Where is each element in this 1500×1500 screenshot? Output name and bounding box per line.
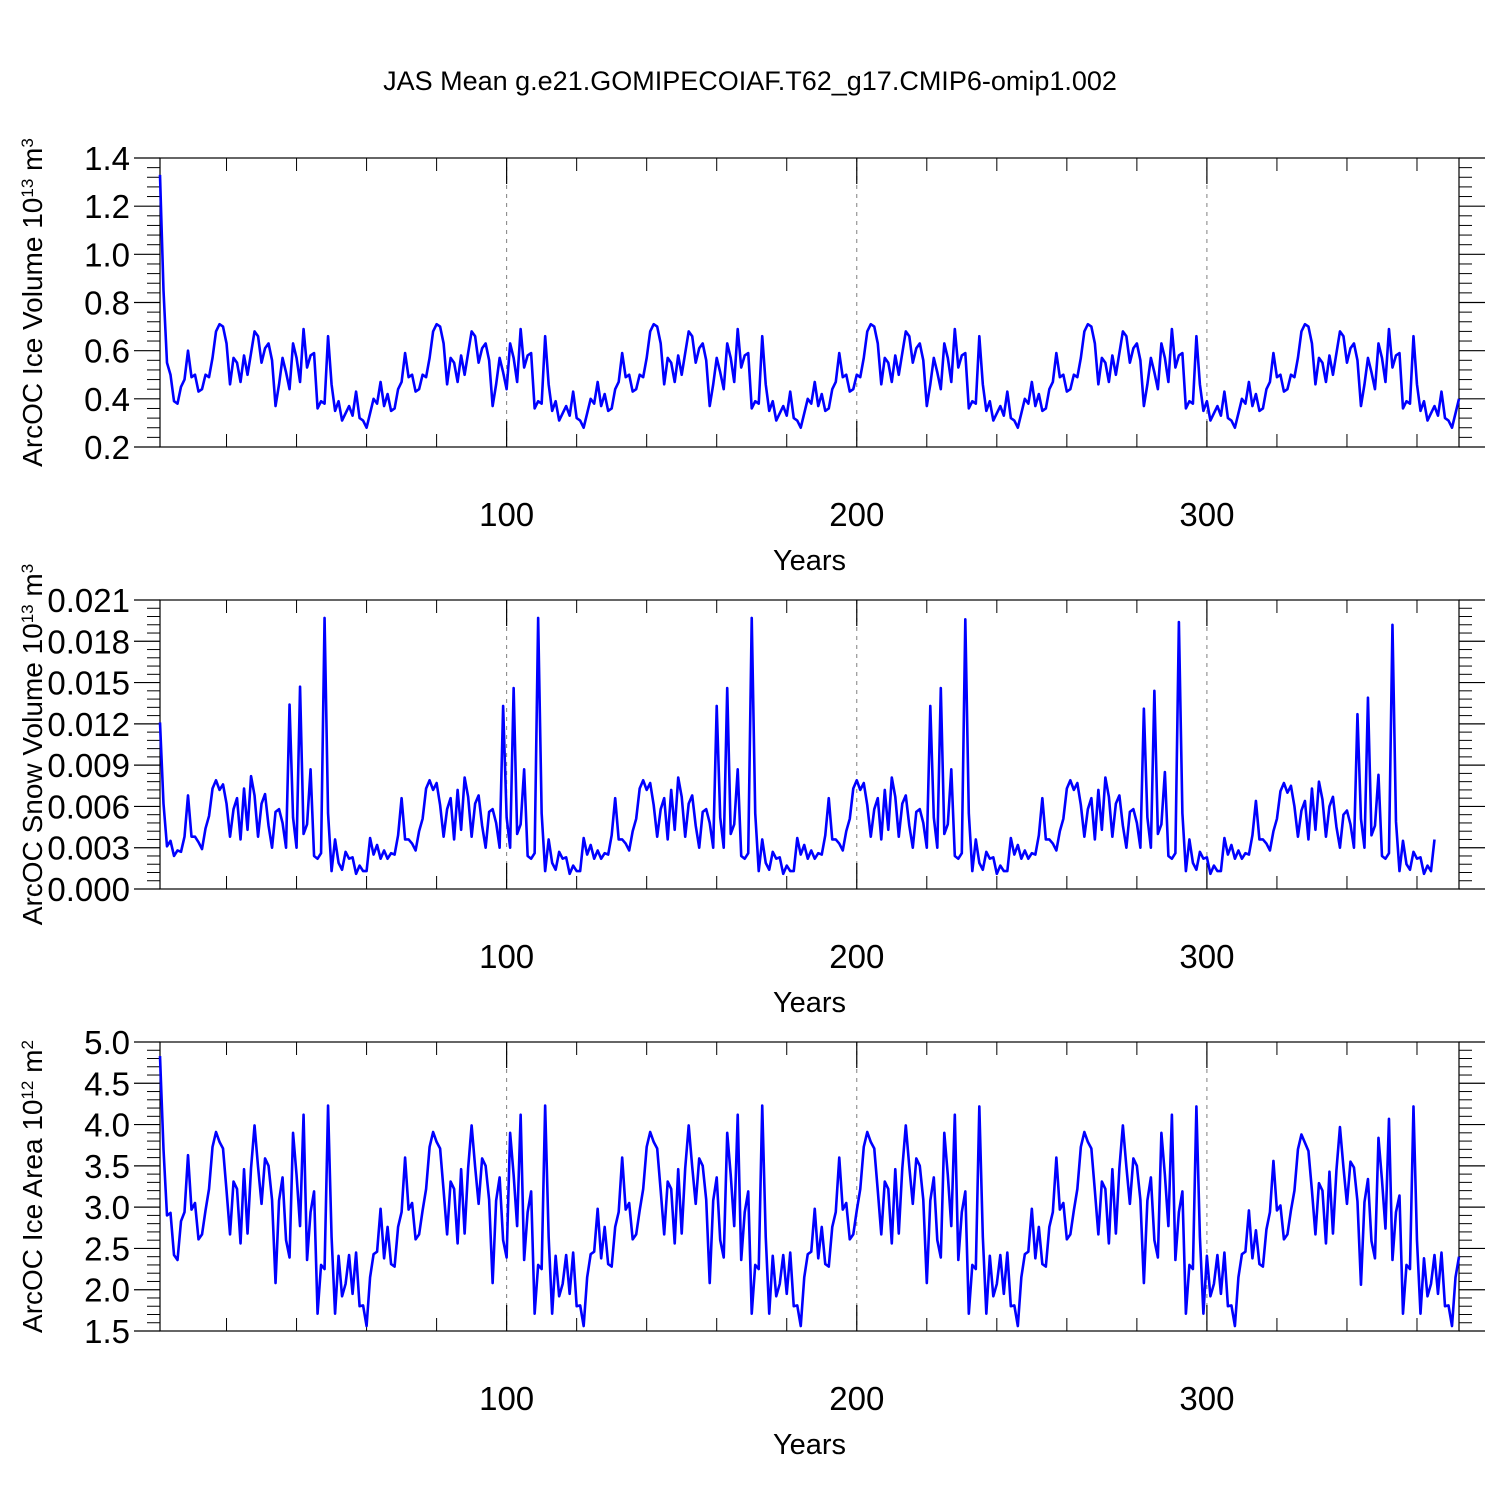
ice-area-x-tick-label: 100 <box>479 1380 534 1417</box>
ice-area-y-tick-label: 5.0 <box>84 1024 130 1061</box>
ice-volume-series-line <box>158 174 1461 430</box>
snow-volume-y-tick-label: 0.006 <box>47 788 130 825</box>
snow-volume-x-tick-label: 100 <box>479 938 534 975</box>
ice-area-y-tick-label: 4.5 <box>84 1065 130 1102</box>
ice-volume-x-tick-label: 300 <box>1179 496 1234 533</box>
snow-volume-y-tick-label: 0.000 <box>47 871 130 908</box>
snow-volume-y-tick-label: 0.021 <box>47 582 130 619</box>
snow-volume-y-axis-label: ArcOC Snow Volume 1013 m3 <box>17 564 48 925</box>
snow-volume-panel: 100 200 300 0.000 0.003 0.006 0.009 0.012 0.015 0… <box>17 564 1485 1019</box>
ice-area-y-tick-label: 3.0 <box>84 1189 130 1226</box>
ice-area-x-tick-label: 200 <box>829 1380 884 1417</box>
snow-volume-y-tick-label: 0.009 <box>47 747 130 784</box>
ice-volume-x-tick-label: 200 <box>829 496 884 533</box>
ice-volume-y-tick-label: 0.4 <box>84 381 130 418</box>
ice-volume-y-axis-label: ArcOC Ice Volume 1013 m3 <box>17 138 48 467</box>
snow-volume-y-tick-label: 0.003 <box>47 830 130 867</box>
ice-volume-panel: 100 200 300 0.2 0.4 0.6 0.8 1.0 1.2 1.4 Years ArcOC… <box>17 138 1485 577</box>
ice-volume-y-tick-label: 1.4 <box>84 140 130 177</box>
snow-volume-series-line <box>158 616 1436 876</box>
snow-volume-y-tick-label: 0.018 <box>47 623 130 660</box>
snow-volume-x-tick-label: 200 <box>829 938 884 975</box>
ice-volume-y-tick-label: 0.2 <box>84 429 130 466</box>
ice-volume-y-axis-label-ylabel-unit: m <box>17 148 48 179</box>
ice-volume-x-tick-label: 100 <box>479 496 534 533</box>
ice-area-y-tick-label: 2.5 <box>84 1230 130 1267</box>
ice-area-y-axis-label: ArcOC Ice Area 1012 m2 <box>17 1040 48 1333</box>
ice-volume-y-axis-label-ylabel-exp: 13 <box>18 179 37 198</box>
snow-volume-y-axis-label-ylabel-main: ArcOC Snow Volume 10 <box>17 623 48 925</box>
ice-volume-y-tick-label: 0.6 <box>84 333 130 370</box>
ice-area-plot-frame <box>159 1041 1460 1332</box>
snow-volume-y-axis-label-ylabel-unit: m <box>17 573 48 604</box>
ice-area-x-tick-label: 300 <box>1179 1380 1234 1417</box>
ice-volume-y-axis-label-ylabel-unit-exp: 3 <box>18 138 37 147</box>
ice-volume-y-axis-label-ylabel-main: ArcOC Ice Volume 10 <box>17 198 48 467</box>
ice-area-y-axis-label-ylabel-exp: 12 <box>18 1081 37 1100</box>
ice-area-series-line <box>158 1055 1461 1328</box>
ice-area-panel: 100 200 300 1.5 2.0 2.5 3.0 3.5 4.0 4.5 5.0 Years Ar… <box>17 1024 1485 1461</box>
ice-volume-x-axis-label: Years <box>773 545 846 577</box>
ice-area-y-tick-label: 2.0 <box>84 1272 130 1309</box>
ice-area-y-tick-label: 4.0 <box>84 1107 130 1144</box>
ice-volume-y-tick-label: 0.8 <box>84 285 130 322</box>
snow-volume-y-tick-label: 0.015 <box>47 665 130 702</box>
figure-title: JAS Mean g.e21.GOMIPECOIAF.T62_g17.CMIP6… <box>383 66 1117 96</box>
ice-area-y-axis-label-ylabel-main: ArcOC Ice Area 10 <box>17 1100 48 1333</box>
snow-volume-x-tick-label: 300 <box>1179 938 1234 975</box>
ice-area-y-axis-label-ylabel-unit: m <box>17 1050 48 1081</box>
chart-panels: 100 200 300 0.2 0.4 0.6 0.8 1.0 1.2 1.4 Years ArcOC… <box>17 138 1485 1461</box>
ice-area-y-tick-label: 3.5 <box>84 1148 130 1185</box>
snow-volume-x-axis-label: Years <box>773 987 846 1019</box>
ice-volume-y-tick-label: 1.2 <box>84 188 130 225</box>
ice-volume-y-tick-label: 1.0 <box>84 236 130 273</box>
ice-area-y-axis-label-ylabel-unit-exp: 2 <box>18 1040 37 1049</box>
ice-area-y-tick-label: 1.5 <box>84 1313 130 1350</box>
ice-area-x-axis-label: Years <box>773 1429 846 1461</box>
snow-volume-y-tick-label: 0.012 <box>47 706 130 743</box>
snow-volume-y-axis-label-ylabel-exp: 13 <box>18 604 37 623</box>
snow-volume-y-axis-label-ylabel-unit-exp: 3 <box>18 564 37 573</box>
